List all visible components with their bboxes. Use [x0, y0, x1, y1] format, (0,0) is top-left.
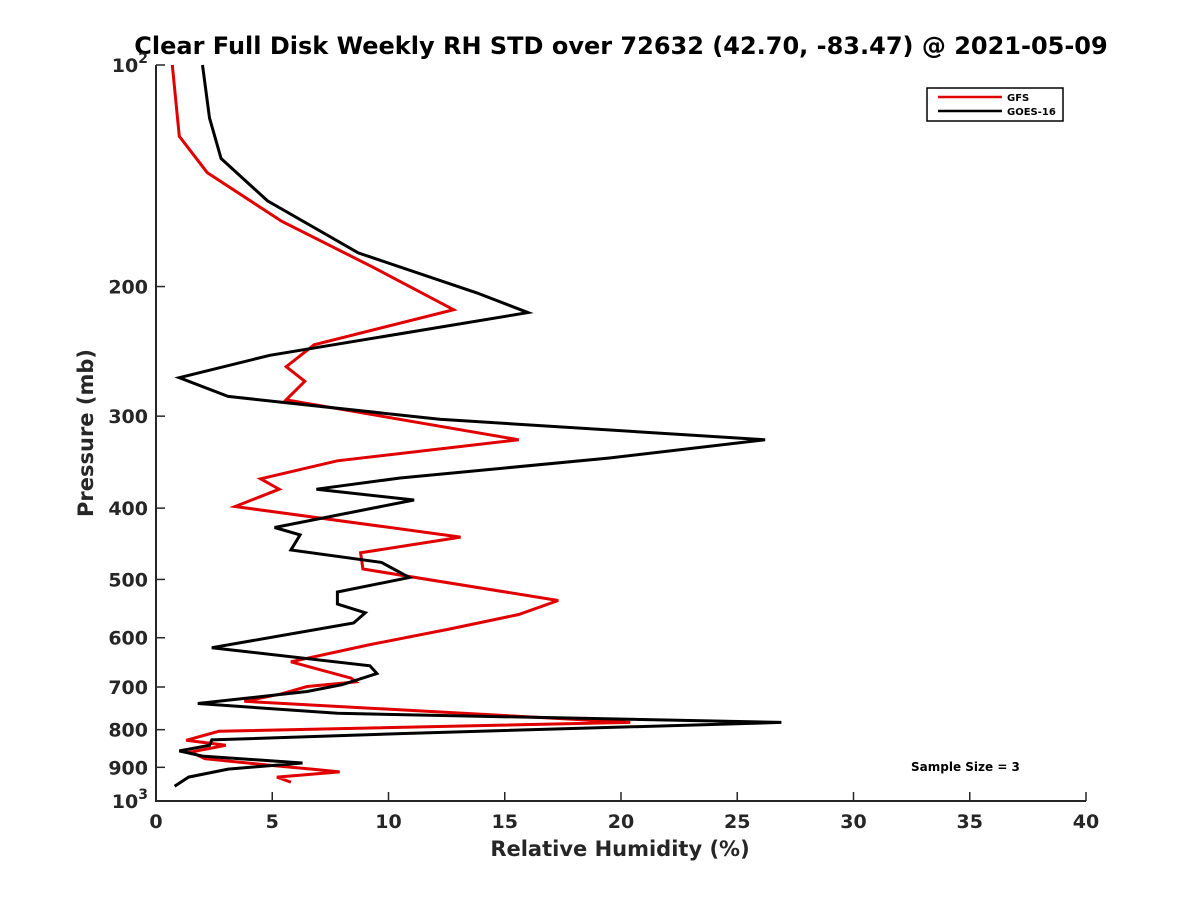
- x-tick-label: 40: [1073, 811, 1099, 833]
- legend-box: [926, 87, 1064, 122]
- x-tick-label: 30: [840, 811, 866, 833]
- y-tick-label: 102: [112, 51, 148, 77]
- legend-label-goes-16: GOES-16: [1007, 107, 1056, 118]
- x-tick-label: 0: [149, 811, 162, 833]
- y-tick-label: 900: [108, 757, 148, 779]
- y-tick-label: 200: [108, 277, 148, 299]
- y-tick-label: 400: [108, 498, 148, 520]
- x-tick-label: 35: [957, 811, 983, 833]
- y-tick-label: 800: [108, 720, 148, 742]
- x-tick-label: 20: [608, 811, 634, 833]
- y-axis-ticks: 102 200 300 400 500 600 700 800 900 103: [108, 51, 165, 813]
- y-tick-label: 500: [108, 569, 148, 591]
- series-line-goes-16: [173, 64, 782, 788]
- x-tick-label: 25: [724, 811, 750, 833]
- sample-size-annotation: Sample Size = 3: [911, 760, 1020, 774]
- y-axis-label: Pressure (mb): [74, 349, 98, 517]
- y-tick-label: 300: [108, 406, 148, 428]
- y-tick-label: 700: [108, 677, 148, 699]
- x-axis-label: Relative Humidity (%): [490, 837, 749, 861]
- x-axis-ticks: 0 5 10 15 20 25 30 35 40: [149, 792, 1099, 833]
- y-tick-label: 103: [112, 787, 148, 813]
- series-layer: [170, 64, 782, 788]
- series-line-gfs: [170, 64, 631, 784]
- chart-title: Clear Full Disk Weekly RH STD over 72632…: [134, 32, 1107, 60]
- legend: GFS GOES-16: [926, 87, 1064, 122]
- x-tick-label: 10: [375, 811, 401, 833]
- x-tick-label: 15: [492, 811, 518, 833]
- legend-label-gfs: GFS: [1007, 93, 1029, 104]
- x-tick-label: 5: [266, 811, 279, 833]
- y-tick-label: 600: [108, 628, 148, 650]
